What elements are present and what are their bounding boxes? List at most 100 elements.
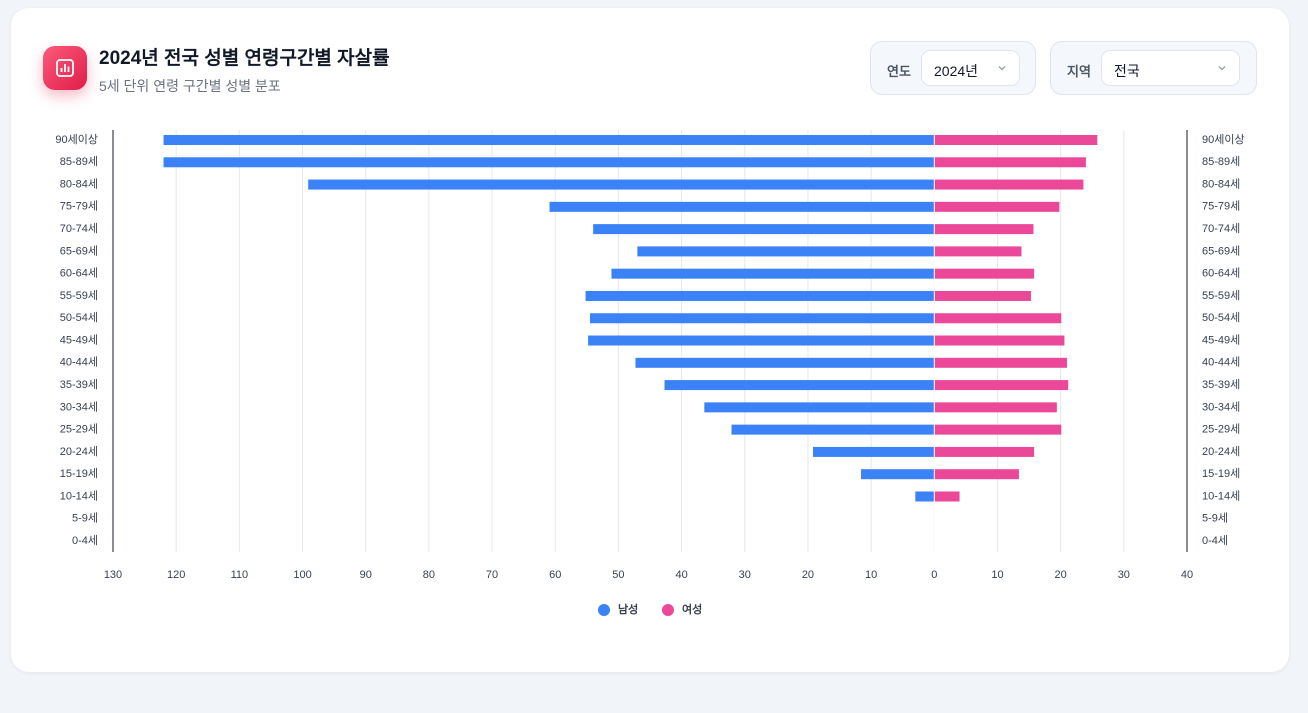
- bar: [593, 224, 935, 235]
- bar: [704, 402, 935, 413]
- y-tick-label: 45-49세: [1202, 333, 1240, 346]
- y-tick-label: 15-19세: [60, 467, 98, 480]
- select-value: 전국: [1114, 63, 1140, 79]
- x-tick-label: 30: [1118, 569, 1130, 581]
- bar: [934, 335, 1065, 346]
- y-tick-label: 75-79세: [1202, 200, 1240, 213]
- bar: [664, 380, 935, 391]
- bar: [934, 157, 1086, 168]
- x-tick-label: 110: [231, 569, 249, 581]
- bar: [934, 380, 1069, 391]
- y-tick-label: 85-89세: [60, 155, 98, 168]
- x-tick-label: 100: [293, 569, 311, 581]
- year-select[interactable]: 2024년: [921, 50, 1020, 86]
- y-tick-label: 0-4세: [72, 534, 98, 547]
- y-tick-label: 60-64세: [60, 267, 98, 280]
- x-tick-label: 10: [991, 569, 1003, 581]
- y-tick-label: 80-84세: [1202, 177, 1240, 190]
- x-tick-label: 70: [486, 569, 498, 581]
- y-tick-label: 70-74세: [60, 222, 98, 235]
- app-icon: [43, 46, 87, 90]
- x-tick-label: 90: [360, 569, 372, 581]
- year-filter: 연도 2024년: [870, 41, 1036, 95]
- y-tick-label: 65-69세: [1202, 244, 1240, 257]
- page-subtitle: 5세 단위 연령 구간별 성별 분포: [99, 78, 281, 94]
- y-tick-label: 30-34세: [1202, 400, 1240, 413]
- y-tick-label: 90세이상: [55, 133, 98, 146]
- y-tick-label: 15-19세: [1202, 467, 1240, 480]
- bar: [611, 268, 935, 279]
- bar: [934, 135, 1098, 145]
- bar: [915, 491, 935, 502]
- y-tick-label: 40-44세: [1202, 356, 1240, 369]
- x-tick-label: 120: [167, 569, 185, 581]
- x-tick-label: 80: [423, 569, 435, 581]
- region-filter: 지역 전국: [1050, 41, 1257, 95]
- x-tick-label: 60: [549, 569, 561, 581]
- y-tick-label: 10-14세: [60, 489, 98, 502]
- y-tick-label: 5-9세: [72, 512, 98, 525]
- y-tick-label: 55-59세: [1202, 289, 1240, 302]
- bar: [861, 469, 935, 480]
- bar: [934, 402, 1057, 413]
- bar: [934, 290, 1031, 301]
- y-tick-label: 75-79세: [60, 200, 98, 213]
- icon-glyph: [56, 59, 74, 77]
- x-tick-label: 30: [739, 569, 751, 581]
- x-tick-label: 40: [675, 569, 687, 581]
- y-tick-label: 90세이상: [1202, 133, 1245, 146]
- chevron: [1218, 65, 1226, 71]
- bar: [934, 179, 1084, 190]
- bar: [934, 446, 1035, 457]
- bar: [308, 179, 935, 190]
- x-tick-label: 20: [1055, 569, 1067, 581]
- y-tick-label: 25-29세: [60, 423, 98, 436]
- bar: [812, 446, 935, 457]
- y-tick-label: 0-4세: [1202, 534, 1228, 547]
- bar: [934, 268, 1035, 279]
- bar: [934, 246, 1022, 257]
- x-tick-label: 40: [1181, 569, 1193, 581]
- bar: [731, 424, 935, 435]
- bar: [637, 246, 935, 257]
- bar: [163, 157, 935, 168]
- legend-swatch: [598, 604, 610, 616]
- y-tick-label: 50-54세: [60, 311, 98, 324]
- page-title: 2024년 전국 성별 연령구간별 자살률: [99, 48, 390, 69]
- bar: [934, 201, 1060, 212]
- bar: [934, 469, 1019, 480]
- bar: [934, 491, 960, 502]
- y-tick-label: 55-59세: [60, 289, 98, 302]
- legend-label: 여성: [682, 602, 702, 616]
- y-tick-label: 35-39세: [1202, 378, 1240, 391]
- y-tick-label: 20-24세: [60, 445, 98, 458]
- bar: [635, 357, 935, 368]
- bar: [934, 424, 1062, 435]
- x-tick-label: 20: [802, 569, 814, 581]
- filter-label: 연도: [887, 64, 911, 79]
- bar: [585, 290, 935, 301]
- y-tick-label: 80-84세: [60, 177, 98, 190]
- y-tick-label: 65-69세: [60, 244, 98, 257]
- y-tick-label: 20-24세: [1202, 445, 1240, 458]
- y-tick-label: 40-44세: [60, 356, 98, 369]
- region-select[interactable]: 전국: [1101, 50, 1240, 86]
- bar: [934, 224, 1034, 235]
- bar: [934, 357, 1067, 368]
- y-tick-label: 45-49세: [60, 333, 98, 346]
- bar: [163, 135, 935, 145]
- legend-swatch: [662, 604, 674, 616]
- y-tick-label: 60-64세: [1202, 267, 1240, 280]
- x-tick-label: 0: [931, 569, 937, 581]
- y-tick-label: 35-39세: [60, 378, 98, 391]
- y-tick-label: 25-29세: [1202, 423, 1240, 436]
- bar: [934, 313, 1062, 324]
- y-tick-label: 30-34세: [60, 400, 98, 413]
- bar: [588, 335, 935, 346]
- x-tick-label: 50: [612, 569, 624, 581]
- chevron: [998, 65, 1006, 71]
- bar: [589, 313, 935, 324]
- y-tick-label: 85-89세: [1202, 155, 1240, 168]
